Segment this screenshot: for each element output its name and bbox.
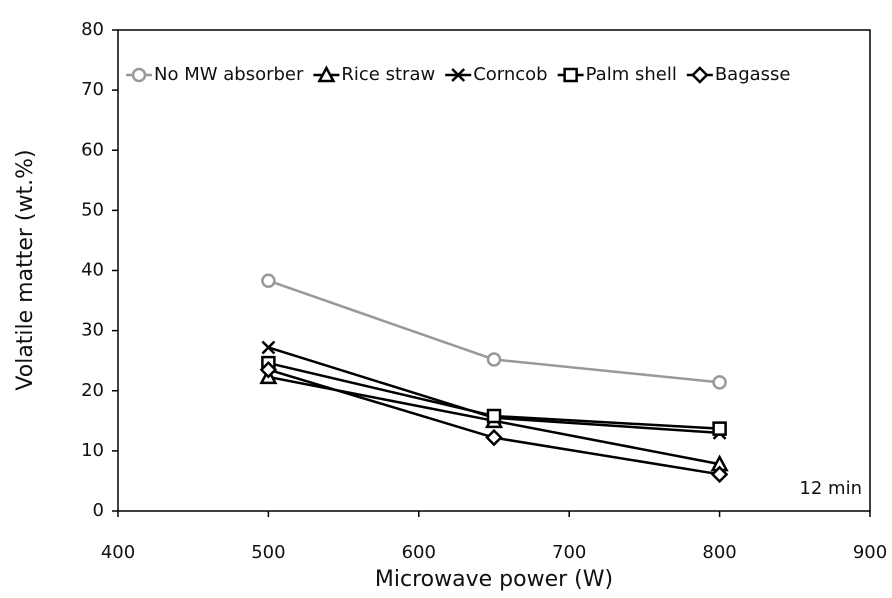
legend-label: Bagasse	[715, 64, 791, 85]
legend-label: Rice straw	[341, 64, 435, 85]
x-tick-label: 800	[702, 542, 736, 563]
y-tick-label: 70	[81, 79, 104, 100]
marker	[563, 67, 578, 83]
marker	[317, 65, 336, 83]
annotation: 12 min	[799, 478, 862, 499]
marker	[486, 352, 502, 367]
y-tick-label: 60	[81, 139, 104, 160]
y-tick-label: 30	[81, 320, 104, 341]
marker	[710, 465, 729, 484]
x-axis-title: Microwave power (W)	[375, 567, 613, 592]
series-line	[267, 279, 720, 384]
marker	[261, 273, 276, 288]
y-tick-label: 0	[93, 500, 104, 521]
y-tick-label: 20	[81, 380, 104, 401]
marker	[712, 375, 727, 390]
marker	[485, 428, 503, 447]
legend-label: Palm shell	[586, 64, 677, 85]
marker	[451, 68, 466, 82]
y-axis-title: Volatile matter (wt.%)	[13, 149, 38, 390]
marker	[486, 408, 502, 424]
legend-label: Corncob	[473, 64, 547, 85]
x-tick-label: 500	[251, 542, 285, 563]
y-tick-label: 80	[81, 19, 104, 40]
x-tick-label: 900	[853, 542, 887, 563]
marker	[259, 360, 278, 379]
x-tick-label: 600	[402, 542, 436, 563]
marker	[691, 66, 709, 84]
y-tick-label: 50	[81, 199, 104, 220]
marker	[261, 340, 276, 355]
y-tick-label: 40	[81, 260, 104, 281]
marker	[131, 67, 147, 83]
y-tick-label: 10	[81, 440, 104, 461]
x-tick-label: 700	[552, 542, 586, 563]
x-tick-label: 400	[101, 542, 135, 563]
legend-label: No MW absorber	[154, 64, 304, 85]
marker	[712, 421, 727, 436]
